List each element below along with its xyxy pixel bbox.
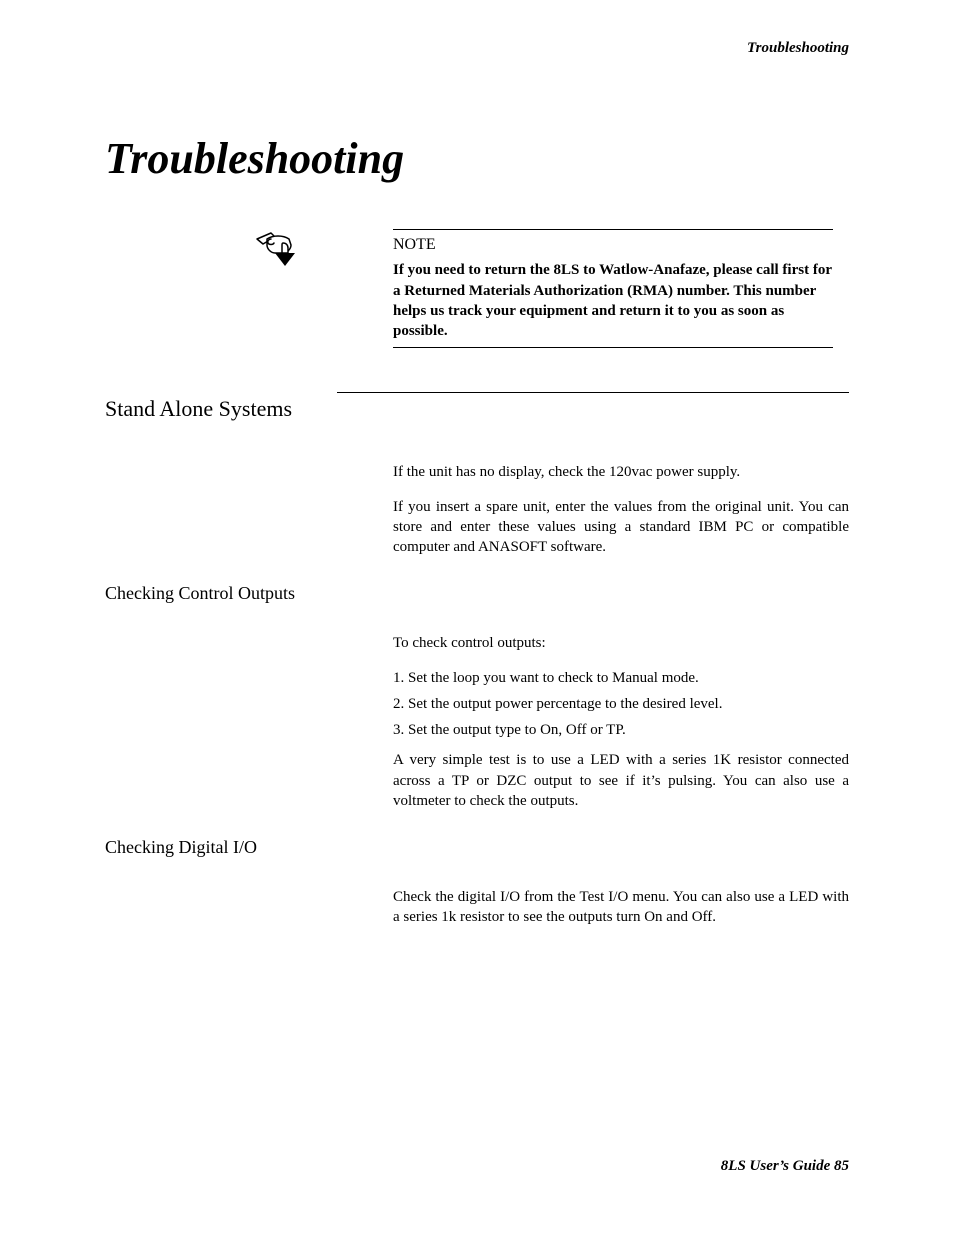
note-label: NOTE — [393, 236, 849, 254]
subsection-heading-control-outputs: Checking Control Outputs — [105, 583, 849, 604]
page: Troubleshooting Troubleshooting — [0, 0, 954, 1235]
note-body: If you need to return the 8LS to Watlow-… — [393, 260, 833, 341]
page-footer: 8LS User’s Guide 85 — [721, 1158, 849, 1175]
stand-alone-para2: If you insert a spare unit, enter the va… — [393, 497, 849, 558]
note-block: NOTE If you need to return the 8LS to Wa… — [323, 229, 849, 348]
control-outputs-body: To check control outputs: 1. Set the loo… — [393, 633, 849, 811]
section-stand-alone: Stand Alone Systems — [105, 392, 849, 420]
section-control-outputs: Checking Control Outputs — [105, 583, 849, 607]
control-outputs-step: 2. Set the output power percentage to th… — [393, 694, 849, 714]
control-outputs-steps: 1. Set the loop you want to check to Man… — [393, 668, 849, 741]
control-outputs-intro: To check control outputs: — [393, 633, 849, 653]
section-rule — [337, 392, 849, 393]
subsection-heading-digital-io: Checking Digital I/O — [105, 837, 849, 858]
note-rule-bottom — [393, 347, 833, 348]
section-digital-io: Checking Digital I/O — [105, 837, 849, 861]
stand-alone-para1: If the unit has no display, check the 12… — [393, 462, 849, 482]
hand-pointing-down-icon — [253, 229, 311, 267]
digital-io-body: Check the digital I/O from the Test I/O … — [393, 887, 849, 928]
control-outputs-step: 1. Set the loop you want to check to Man… — [393, 668, 849, 688]
chapter-title: Troubleshooting — [105, 135, 849, 183]
digital-io-para: Check the digital I/O from the Test I/O … — [393, 887, 849, 928]
section-heading-stand-alone: Stand Alone Systems — [105, 396, 849, 422]
note-rule-top — [393, 229, 833, 230]
control-outputs-step: 3. Set the output type to On, Off or TP. — [393, 720, 849, 740]
control-outputs-followup: A very simple test is to use a LED with … — [393, 750, 849, 811]
running-header: Troubleshooting — [747, 40, 849, 57]
stand-alone-body: If the unit has no display, check the 12… — [393, 462, 849, 557]
